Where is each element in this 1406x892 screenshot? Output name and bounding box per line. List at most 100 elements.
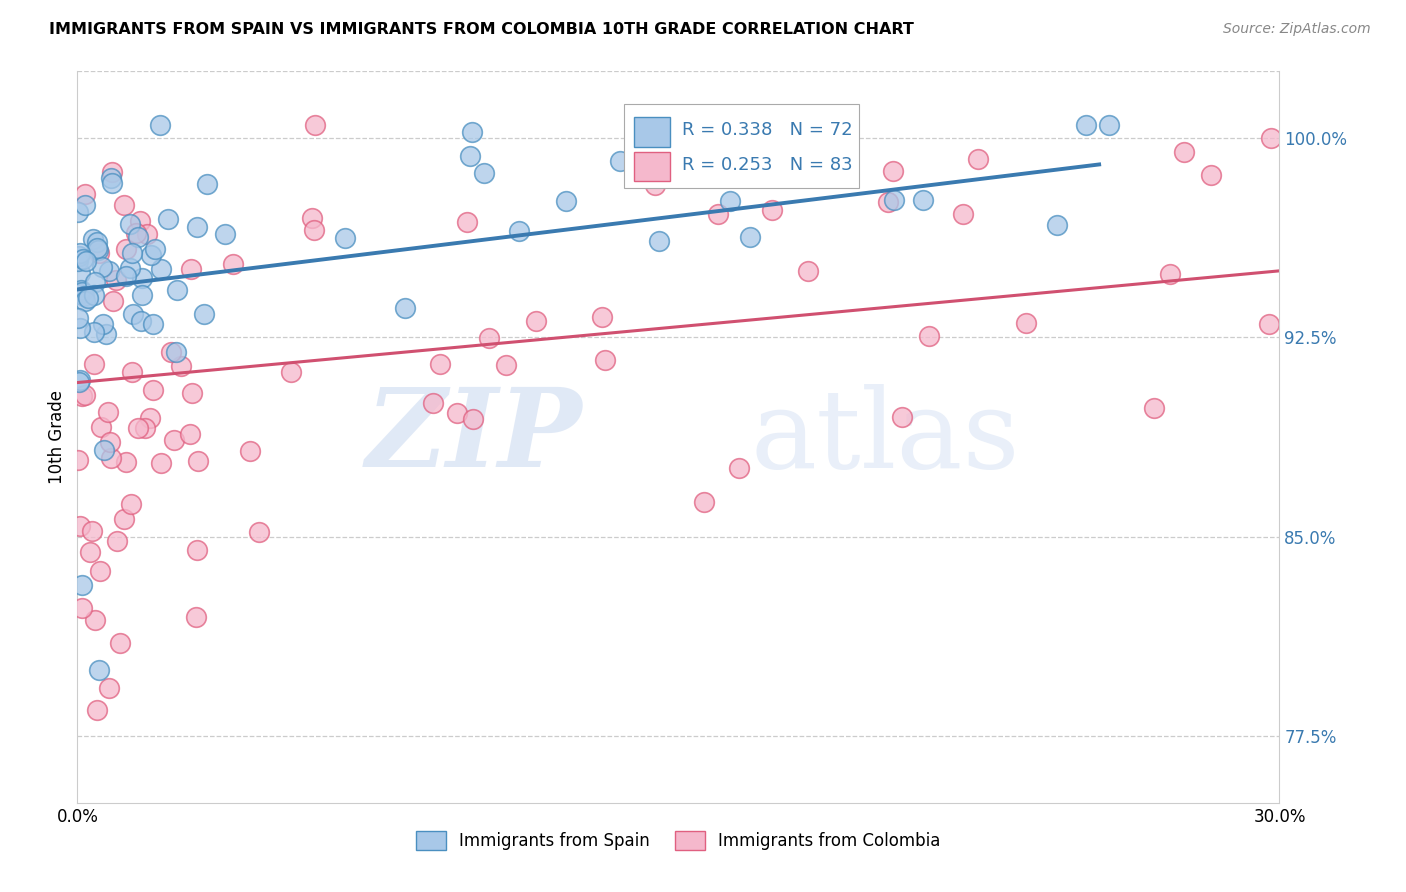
Point — [91, 317, 114, 331]
Point — [114, 243, 136, 257]
Point — [693, 494, 716, 508]
Point — [591, 310, 613, 324]
Point — [121, 245, 143, 260]
Point — [429, 357, 451, 371]
Point — [912, 194, 935, 208]
Point — [66, 452, 89, 467]
Point — [890, 410, 912, 425]
Point — [761, 203, 783, 218]
Point — [80, 524, 103, 538]
Point — [247, 525, 270, 540]
Point — [67, 204, 90, 219]
Point — [87, 663, 110, 677]
Point — [1098, 118, 1121, 132]
Point — [524, 314, 547, 328]
Point — [472, 166, 495, 180]
Point — [136, 227, 159, 241]
Point — [97, 264, 120, 278]
Point — [128, 214, 150, 228]
Point — [70, 601, 93, 615]
Point — [967, 152, 990, 166]
Point — [162, 433, 184, 447]
Point — [127, 421, 149, 435]
Point — [96, 327, 118, 342]
Point — [745, 164, 768, 178]
FancyBboxPatch shape — [634, 152, 671, 181]
Text: IMMIGRANTS FROM SPAIN VS IMMIGRANTS FROM COLOMBIA 10TH GRADE CORRELATION CHART: IMMIGRANTS FROM SPAIN VS IMMIGRANTS FROM… — [49, 22, 914, 37]
Point — [644, 178, 666, 192]
Point — [105, 273, 128, 287]
Point — [797, 263, 820, 277]
Point — [108, 636, 131, 650]
Point — [72, 285, 94, 300]
Point — [67, 311, 90, 326]
Point — [280, 365, 302, 379]
Point — [186, 543, 208, 558]
Point — [83, 325, 105, 339]
Point — [422, 396, 444, 410]
Point — [463, 412, 485, 426]
Point — [214, 227, 236, 241]
Point — [142, 383, 165, 397]
Point — [101, 165, 124, 179]
Point — [495, 358, 517, 372]
Point — [75, 253, 97, 268]
Point — [180, 386, 202, 401]
Point — [98, 681, 121, 696]
Point — [1201, 168, 1223, 182]
Point — [90, 419, 112, 434]
Point — [86, 243, 108, 257]
Point — [73, 186, 96, 201]
Y-axis label: 10th Grade: 10th Grade — [48, 390, 66, 484]
Point — [554, 194, 576, 208]
Point — [446, 406, 468, 420]
Point — [90, 260, 112, 274]
Point — [70, 283, 93, 297]
Point — [97, 405, 120, 419]
Point — [115, 268, 138, 283]
Point — [650, 153, 672, 167]
Point — [73, 388, 96, 402]
Point — [186, 454, 208, 468]
Text: Source: ZipAtlas.com: Source: ZipAtlas.com — [1223, 22, 1371, 37]
Point — [83, 613, 105, 627]
Point — [112, 197, 135, 211]
Point — [67, 249, 90, 263]
Point — [79, 545, 101, 559]
Point — [458, 149, 481, 163]
Point — [100, 176, 122, 190]
Point — [69, 286, 91, 301]
Point — [82, 232, 104, 246]
Legend: Immigrants from Spain, Immigrants from Colombia: Immigrants from Spain, Immigrants from C… — [409, 824, 948, 856]
Point — [131, 270, 153, 285]
Point — [120, 497, 142, 511]
Point — [883, 194, 905, 208]
Point — [193, 307, 215, 321]
Point — [456, 215, 478, 229]
Point — [75, 293, 97, 308]
Point — [131, 288, 153, 302]
Point — [125, 227, 148, 241]
Point — [304, 118, 326, 132]
Point — [952, 207, 974, 221]
Point — [195, 177, 218, 191]
Point — [609, 153, 631, 168]
Point — [118, 217, 141, 231]
Point — [166, 283, 188, 297]
Point — [139, 248, 162, 262]
Point — [740, 229, 762, 244]
Point — [149, 262, 172, 277]
Point — [918, 328, 941, 343]
Point — [72, 252, 94, 266]
Point — [1258, 318, 1281, 332]
Point — [1046, 218, 1069, 232]
Text: atlas: atlas — [751, 384, 1021, 491]
Point — [728, 460, 751, 475]
Point — [179, 427, 201, 442]
Point — [75, 198, 97, 212]
Point — [100, 170, 122, 185]
Point — [138, 411, 160, 425]
Point — [89, 245, 111, 260]
Point — [69, 245, 91, 260]
Point — [122, 307, 145, 321]
